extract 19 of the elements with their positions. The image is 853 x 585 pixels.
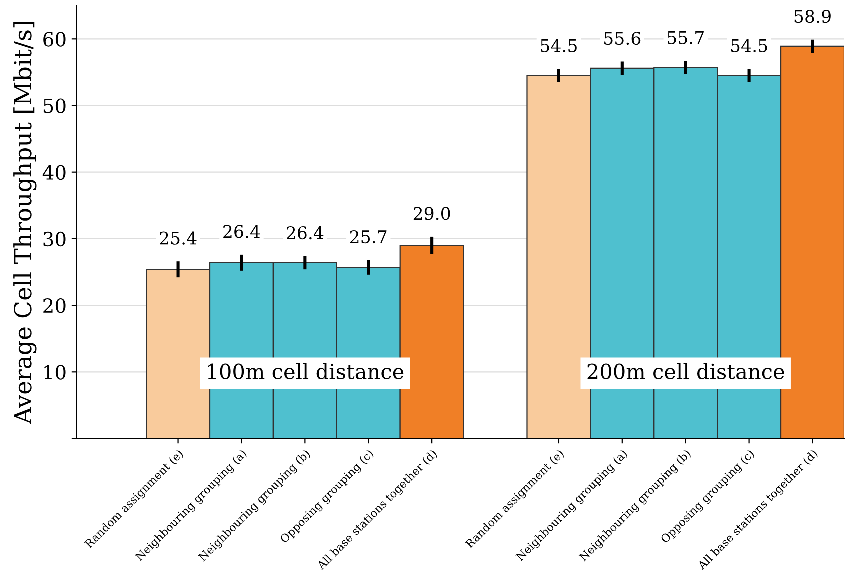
y-tick-label: 30	[44, 232, 66, 247]
y-tick-label: 50	[44, 98, 66, 114]
data-label: 54.5	[541, 39, 577, 52]
y-tick-label: 40	[42, 165, 66, 180]
data-label: 26.4	[224, 225, 260, 238]
y-tick-label: 60	[44, 32, 66, 47]
annotation: 200m cell distance	[588, 363, 784, 380]
y-tick-label: 10	[44, 365, 66, 380]
data-label: 26.4	[287, 226, 324, 240]
data-label: 54.5	[731, 39, 768, 52]
data-label: 29.0	[414, 207, 450, 220]
y-tick-label: 20	[44, 298, 66, 314]
y-axis-title: Average Cell Throughput [Mbit/s]	[14, 22, 37, 425]
annotation: 100m cell distance	[208, 363, 404, 380]
data-label: 58.9	[794, 10, 831, 24]
data-label: 55.6	[604, 32, 641, 46]
data-label: 25.4	[160, 232, 197, 245]
data-label: 55.7	[668, 32, 704, 44]
data-label: 25.7	[350, 230, 387, 244]
